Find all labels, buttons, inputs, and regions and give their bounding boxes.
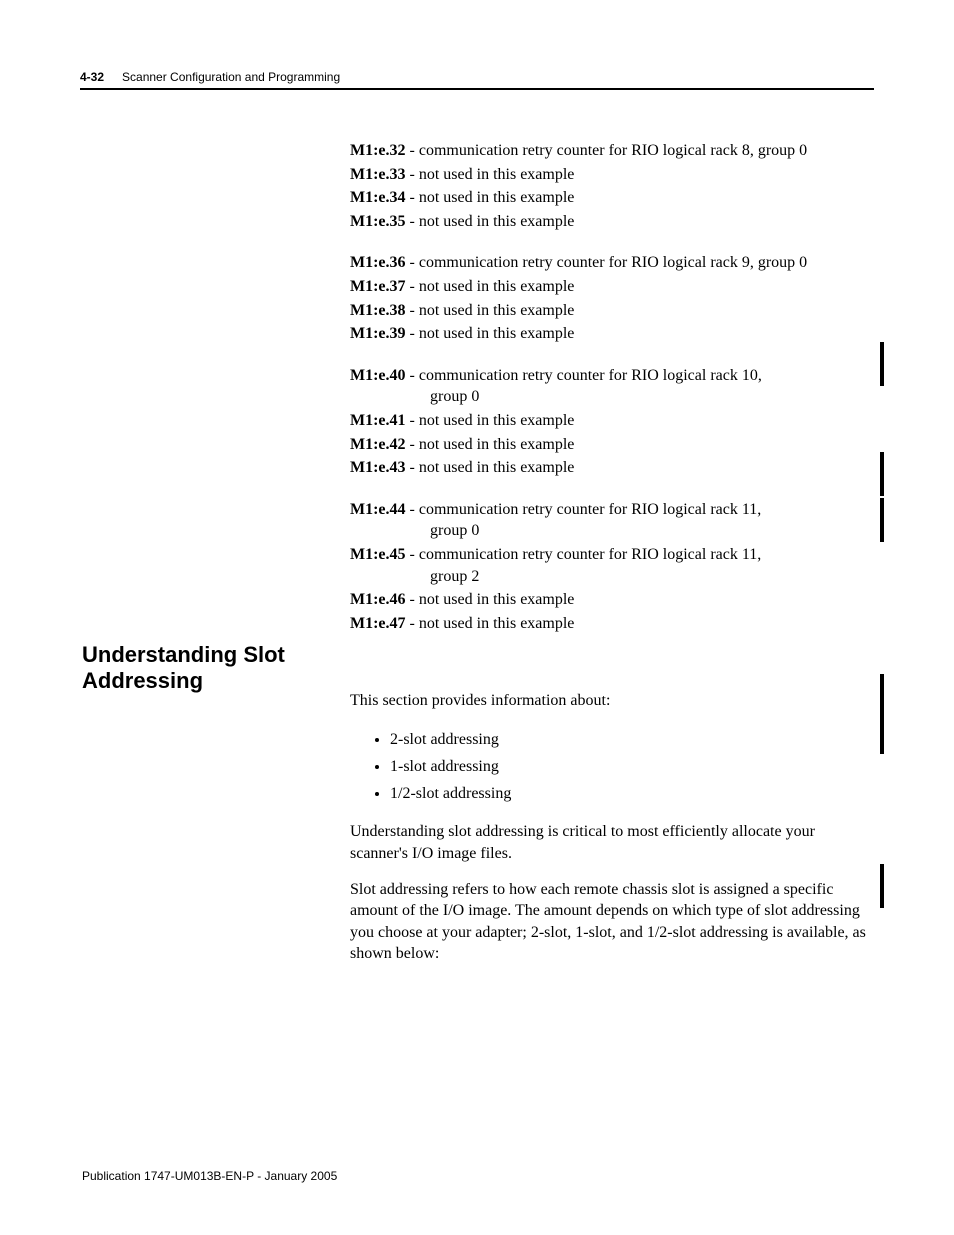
sidebar-heading: Understanding Slot Addressing (82, 642, 322, 695)
def-line: M1:e.40 - communication retry counter fo… (350, 365, 874, 408)
def-desc: - communication retry counter for RIO lo… (406, 142, 808, 159)
def-desc: - not used in this example (406, 412, 575, 429)
header-rule (80, 88, 874, 90)
def-cont: group 2 (350, 566, 874, 588)
def-key: M1:e.35 (350, 213, 406, 230)
header-section-title: Scanner Configuration and Programming (122, 70, 340, 84)
def-key: M1:e.42 (350, 436, 406, 453)
def-key: M1:e.47 (350, 615, 406, 632)
def-desc: - not used in this example (406, 213, 575, 230)
def-key: M1:e.38 (350, 302, 406, 319)
def-line: M1:e.32 - communication retry counter fo… (350, 140, 874, 162)
change-bar (880, 498, 884, 542)
def-line: M1:e.38 - not used in this example (350, 300, 874, 322)
change-bar (880, 342, 884, 386)
list-item: 2-slot addressing (390, 726, 874, 753)
def-desc: - not used in this example (406, 189, 575, 206)
list-item: 1/2-slot addressing (390, 780, 874, 807)
page-header: 4-32 Scanner Configuration and Programmi… (80, 70, 874, 84)
def-line: M1:e.46 - not used in this example (350, 589, 874, 611)
page-number: 4-32 (80, 70, 104, 84)
def-key: M1:e.32 (350, 142, 406, 159)
def-line: M1:e.41 - not used in this example (350, 410, 874, 432)
def-key: M1:e.34 (350, 189, 406, 206)
def-line: M1:e.36 - communication retry counter fo… (350, 252, 874, 274)
def-cont: group 0 (350, 386, 874, 408)
def-line: M1:e.42 - not used in this example (350, 434, 874, 456)
def-cont: group 0 (350, 520, 874, 542)
def-line: M1:e.45 - communication retry counter fo… (350, 544, 874, 587)
def-key: M1:e.46 (350, 591, 406, 608)
def-line: M1:e.34 - not used in this example (350, 187, 874, 209)
def-line: M1:e.37 - not used in this example (350, 276, 874, 298)
def-line: M1:e.35 - not used in this example (350, 211, 874, 233)
list-item: 1-slot addressing (390, 753, 874, 780)
change-bar (880, 452, 884, 496)
def-key: M1:e.36 (350, 254, 406, 271)
def-line: M1:e.33 - not used in this example (350, 164, 874, 186)
def-desc: - not used in this example (406, 459, 575, 476)
def-desc: - communication retry counter for RIO lo… (406, 501, 762, 518)
def-desc: - not used in this example (406, 591, 575, 608)
def-line: M1:e.47 - not used in this example (350, 613, 874, 635)
def-desc: - not used in this example (406, 615, 575, 632)
body-paragraph: Slot addressing refers to how each remot… (350, 879, 874, 965)
def-desc: - communication retry counter for RIO lo… (406, 254, 808, 271)
def-line: M1:e.43 - not used in this example (350, 457, 874, 479)
def-desc: - communication retry counter for RIO lo… (406, 546, 762, 563)
def-key: M1:e.33 (350, 166, 406, 183)
main-content: M1:e.32 - communication retry counter fo… (350, 140, 874, 965)
def-key: M1:e.39 (350, 325, 406, 342)
def-key: M1:e.41 (350, 412, 406, 429)
change-bar (880, 864, 884, 908)
bullet-list: 2-slot addressing 1-slot addressing 1/2-… (390, 726, 874, 808)
def-desc: - communication retry counter for RIO lo… (406, 367, 762, 384)
intro-text: This section provides information about: (350, 690, 874, 712)
def-desc: - not used in this example (406, 166, 575, 183)
body-paragraph: Understanding slot addressing is critica… (350, 821, 874, 864)
def-desc: - not used in this example (406, 325, 575, 342)
def-key: M1:e.45 (350, 546, 406, 563)
def-desc: - not used in this example (406, 436, 575, 453)
publication-footer: Publication 1747-UM013B-EN-P - January 2… (82, 1169, 337, 1183)
def-key: M1:e.43 (350, 459, 406, 476)
change-bar (880, 674, 884, 754)
def-desc: - not used in this example (406, 302, 575, 319)
def-key: M1:e.44 (350, 501, 406, 518)
def-desc: - not used in this example (406, 278, 575, 295)
def-line: M1:e.44 - communication retry counter fo… (350, 499, 874, 542)
def-key: M1:e.37 (350, 278, 406, 295)
def-key: M1:e.40 (350, 367, 406, 384)
def-line: M1:e.39 - not used in this example (350, 323, 874, 345)
